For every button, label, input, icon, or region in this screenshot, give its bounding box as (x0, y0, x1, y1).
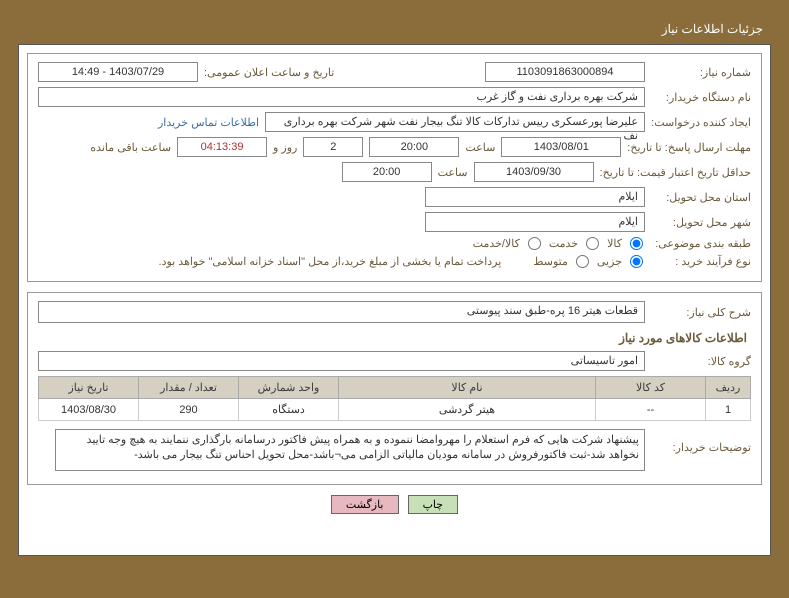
main-panel: شماره نیاز: 1103091863000894 تاریخ و ساع… (18, 44, 771, 556)
cat-service-label: خدمت (549, 237, 578, 250)
cat-goods-radio[interactable] (630, 237, 643, 250)
cell-unit: دستگاه (239, 399, 339, 421)
proc-partial-label: جزیی (597, 255, 622, 268)
need-no-field: 1103091863000894 (485, 62, 645, 82)
cell-date: 1403/08/30 (39, 399, 139, 421)
cat-both-radio[interactable] (528, 237, 541, 250)
print-button[interactable]: چاپ (408, 495, 459, 514)
buyer-notes-field: پیشنهاد شرکت هایی که فرم استعلام را مهرو… (55, 429, 645, 471)
items-table: ردیف کد کالا نام کالا واحد شمارش تعداد /… (38, 376, 751, 421)
cell-idx: 1 (706, 399, 751, 421)
back-button[interactable]: بازگشت (331, 495, 399, 514)
th-idx: ردیف (706, 377, 751, 399)
group-field: امور تاسیساتی (38, 351, 645, 371)
th-date: تاریخ نیاز (39, 377, 139, 399)
th-name: نام کالا (339, 377, 596, 399)
buyer-notes-label: توضیحات خریدار: (651, 429, 751, 454)
table-header-row: ردیف کد کالا نام کالا واحد شمارش تعداد /… (39, 377, 751, 399)
cell-qty: 290 (139, 399, 239, 421)
deadline-time-field: 20:00 (369, 137, 459, 157)
button-row: چاپ بازگشت (27, 495, 762, 514)
announce-label: تاریخ و ساعت اعلان عمومی: (204, 66, 334, 79)
deadline-label: مهلت ارسال پاسخ: تا تاریخ: (627, 141, 751, 154)
page-wrapper: جزئیات اطلاعات نیاز شماره نیاز: 11030918… (0, 0, 789, 598)
proc-medium-radio[interactable] (576, 255, 589, 268)
time-label-1: ساعت (465, 141, 495, 154)
validity-date-field: 1403/09/30 (474, 162, 594, 182)
contact-link[interactable]: اطلاعات تماس خریدار (158, 116, 259, 129)
days-field: 2 (303, 137, 363, 157)
days-label: روز و (273, 141, 297, 154)
details-box: شماره نیاز: 1103091863000894 تاریخ و ساع… (27, 53, 762, 282)
need-no-label: شماره نیاز: (651, 66, 751, 79)
th-qty: تعداد / مقدار (139, 377, 239, 399)
cat-service-radio[interactable] (586, 237, 599, 250)
group-label: گروه کالا: (651, 355, 751, 368)
proc-medium-label: متوسط (533, 255, 568, 268)
city-field: ایلام (425, 212, 645, 232)
page-title: جزئیات اطلاعات نیاز (18, 18, 771, 40)
validity-label: حداقل تاریخ اعتبار قیمت: تا تاریخ: (600, 166, 751, 179)
process-label: نوع فرآیند خرید : (651, 255, 751, 268)
announce-field: 1403/07/29 - 14:49 (38, 62, 198, 82)
city-label: شهر محل تحویل: (651, 216, 751, 229)
requester-field: علیرضا پورعسکری رییس تدارکات کالا تنگ بی… (265, 112, 645, 132)
th-code: کد کالا (596, 377, 706, 399)
cell-name: هیتر گردشی (339, 399, 596, 421)
desc-label: شرح کلی نیاز: (651, 306, 751, 319)
org-label: نام دستگاه خریدار: (651, 91, 751, 104)
content-box: شرح کلی نیاز: قطعات هیتر 16 پره-طبق سند … (27, 292, 762, 485)
deadline-date-field: 1403/08/01 (501, 137, 621, 157)
remain-label: ساعت باقی مانده (90, 141, 171, 154)
cat-both-label: کالا/خدمت (473, 237, 520, 250)
proc-partial-radio[interactable] (630, 255, 643, 268)
th-unit: واحد شمارش (239, 377, 339, 399)
validity-time-field: 20:00 (342, 162, 432, 182)
time-label-2: ساعت (438, 166, 468, 179)
category-label: طبقه بندی موضوعی: (651, 237, 751, 250)
countdown-field: 04:13:39 (177, 137, 267, 157)
cat-goods-label: کالا (607, 237, 622, 250)
province-field: ایلام (425, 187, 645, 207)
table-row: 1 -- هیتر گردشی دستگاه 290 1403/08/30 (39, 399, 751, 421)
items-title: اطلاعات کالاهای مورد نیاز (38, 331, 751, 345)
org-field: شرکت بهره برداری نفت و گاز غرب (38, 87, 645, 107)
province-label: استان محل تحویل: (651, 191, 751, 204)
requester-label: ایجاد کننده درخواست: (651, 116, 751, 129)
cell-code: -- (596, 399, 706, 421)
payment-note: پرداخت تمام یا بخشی از مبلغ خرید،از محل … (159, 255, 502, 268)
desc-field: قطعات هیتر 16 پره-طبق سند پیوستی (38, 301, 645, 323)
